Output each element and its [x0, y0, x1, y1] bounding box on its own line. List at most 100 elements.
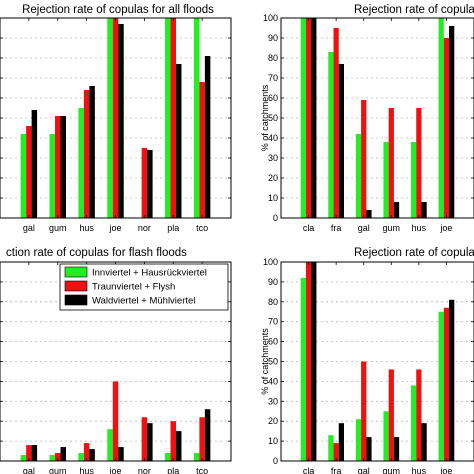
bar-fra-series-3	[338, 64, 345, 218]
legend-swatch-3	[64, 294, 88, 306]
y-tick-label: 20	[268, 416, 278, 426]
x-tick-label: fra	[331, 466, 342, 474]
bar-hus-series-1	[410, 385, 417, 461]
bar-joe-series-3	[449, 26, 455, 218]
bar-pla-series-1	[165, 453, 171, 461]
bar-pla-series-2	[170, 421, 176, 461]
bar-gal-series-1	[355, 419, 362, 461]
x-tick-label: gal	[23, 466, 35, 474]
bar-hus-series-3	[421, 202, 427, 218]
y-tick-label: 40	[268, 133, 278, 143]
bar-cla-series-3	[311, 262, 317, 461]
y-tick-label: 30	[268, 153, 278, 163]
bar-joe-series-1	[107, 429, 113, 461]
x-tick-label: joe	[108, 223, 121, 233]
bar-tco-series-3	[204, 409, 211, 461]
x-tick-label: cla	[303, 466, 315, 474]
bar-tco-series-3	[204, 56, 211, 218]
y-tick-label: 50	[268, 113, 278, 123]
x-tick-label: hus	[412, 223, 427, 233]
bar-hus-series-3	[89, 449, 95, 461]
x-tick-label: hus	[412, 466, 427, 474]
bar-gal-series-3	[31, 445, 38, 461]
x-tick-label: tco	[196, 223, 208, 233]
bar-joe-series-3	[449, 299, 455, 461]
legend-box	[59, 263, 229, 311]
y-tick-label: 50	[268, 357, 278, 367]
bar-gum-series-1	[383, 142, 389, 218]
x-tick-label: pla	[167, 466, 179, 474]
y-tick-label: 100	[263, 257, 278, 267]
bar-fra-series-2	[333, 28, 339, 218]
bar-tco-series-1	[193, 18, 200, 218]
bar-fra-series-1	[328, 52, 334, 218]
legend-swatch-1	[64, 266, 88, 278]
bar-hus-series-3	[89, 86, 95, 218]
bar-cla-series-1	[300, 18, 306, 218]
bar-joe-series-1	[438, 18, 444, 218]
x-tick-label: gum	[49, 223, 67, 233]
bar-hus-series-1	[78, 108, 84, 218]
y-tick-label: 30	[268, 396, 278, 406]
chart-title: ction rate of copulas for flash floods	[6, 247, 187, 259]
bar-gum-series-3	[393, 437, 400, 461]
bar-pla-series-1	[165, 18, 171, 218]
y-axis-label: % of catchments	[260, 84, 270, 151]
bar-gum-series-1	[49, 455, 56, 461]
bar-pla-series-3	[175, 431, 182, 461]
legend-entry-2: Traunviertel + Flysh	[92, 282, 175, 293]
x-tick-label: gal	[358, 223, 370, 233]
chart-title: Rejection rate of copulas for all floods	[22, 4, 214, 16]
bar-nor-series-3	[147, 423, 153, 461]
bar-joe-series-1	[107, 18, 113, 218]
bar-gal-series-1	[20, 134, 27, 218]
y-tick-label: 20	[268, 173, 278, 183]
x-tick-label: nor	[138, 466, 151, 474]
bar-tco-series-1	[193, 453, 200, 461]
bar-hus-series-1	[78, 453, 84, 461]
bar-gal-series-1	[20, 455, 27, 461]
legend-entry-3: Waldviertel + Mühlviertel	[92, 296, 195, 307]
bar-nor-series-2	[141, 417, 148, 461]
bar-gum-series-1	[383, 411, 389, 461]
bar-nor-series-3	[147, 150, 153, 218]
bar-cla-series-1	[300, 277, 306, 461]
bar-gal-series-2	[26, 445, 32, 461]
bar-gal-series-3	[366, 437, 372, 461]
bar-tco-series-2	[199, 417, 205, 461]
bar-gal-series-2	[361, 361, 367, 461]
bar-gal-series-1	[355, 134, 362, 218]
legend-entry-1: Innviertel + Hausrückviertel	[92, 268, 207, 279]
bar-fra-series-2	[333, 443, 339, 461]
x-tick-label: tco	[196, 466, 208, 474]
chart-title: Rejection rate of copulas for sy	[354, 4, 474, 16]
x-tick-label: gal	[23, 223, 35, 233]
chart-title: Rejection rate of copulas for sno	[354, 247, 474, 259]
x-tick-label: joe	[108, 466, 121, 474]
y-tick-label: 0	[273, 456, 278, 466]
y-tick-label: 0	[273, 213, 278, 223]
bar-joe-series-1	[438, 311, 444, 461]
y-axis-label: % of catchments	[260, 328, 270, 395]
x-tick-label: gum	[383, 223, 401, 233]
bar-pla-series-2	[170, 18, 176, 218]
y-tick-label: 100	[263, 13, 278, 23]
bar-joe-series-2	[112, 381, 119, 461]
bar-gum-series-2	[388, 108, 394, 218]
x-tick-label: joe	[439, 223, 452, 233]
chart-panel-4: cla fra gal gum hus joe 0 10 20 30 40 50 60 70 80 90 100…	[260, 247, 474, 474]
x-tick-label: gum	[383, 466, 401, 474]
bar-gum-series-3	[60, 447, 66, 461]
bar-hus-series-2	[83, 90, 90, 218]
bar-gum-series-2	[55, 453, 61, 461]
x-tick-label: hus	[79, 466, 94, 474]
y-tick-label: 70	[268, 317, 278, 327]
bar-cla-series-3	[311, 18, 317, 218]
bar-cla-series-2	[305, 18, 312, 218]
bar-gum-series-3	[393, 202, 400, 218]
x-tick-label: cla	[303, 223, 315, 233]
legend: Innviertel + Hausrückviertel Traunviertel…	[59, 263, 229, 311]
bar-gum-series-2	[55, 116, 61, 218]
bar-gal-series-3	[366, 210, 372, 218]
